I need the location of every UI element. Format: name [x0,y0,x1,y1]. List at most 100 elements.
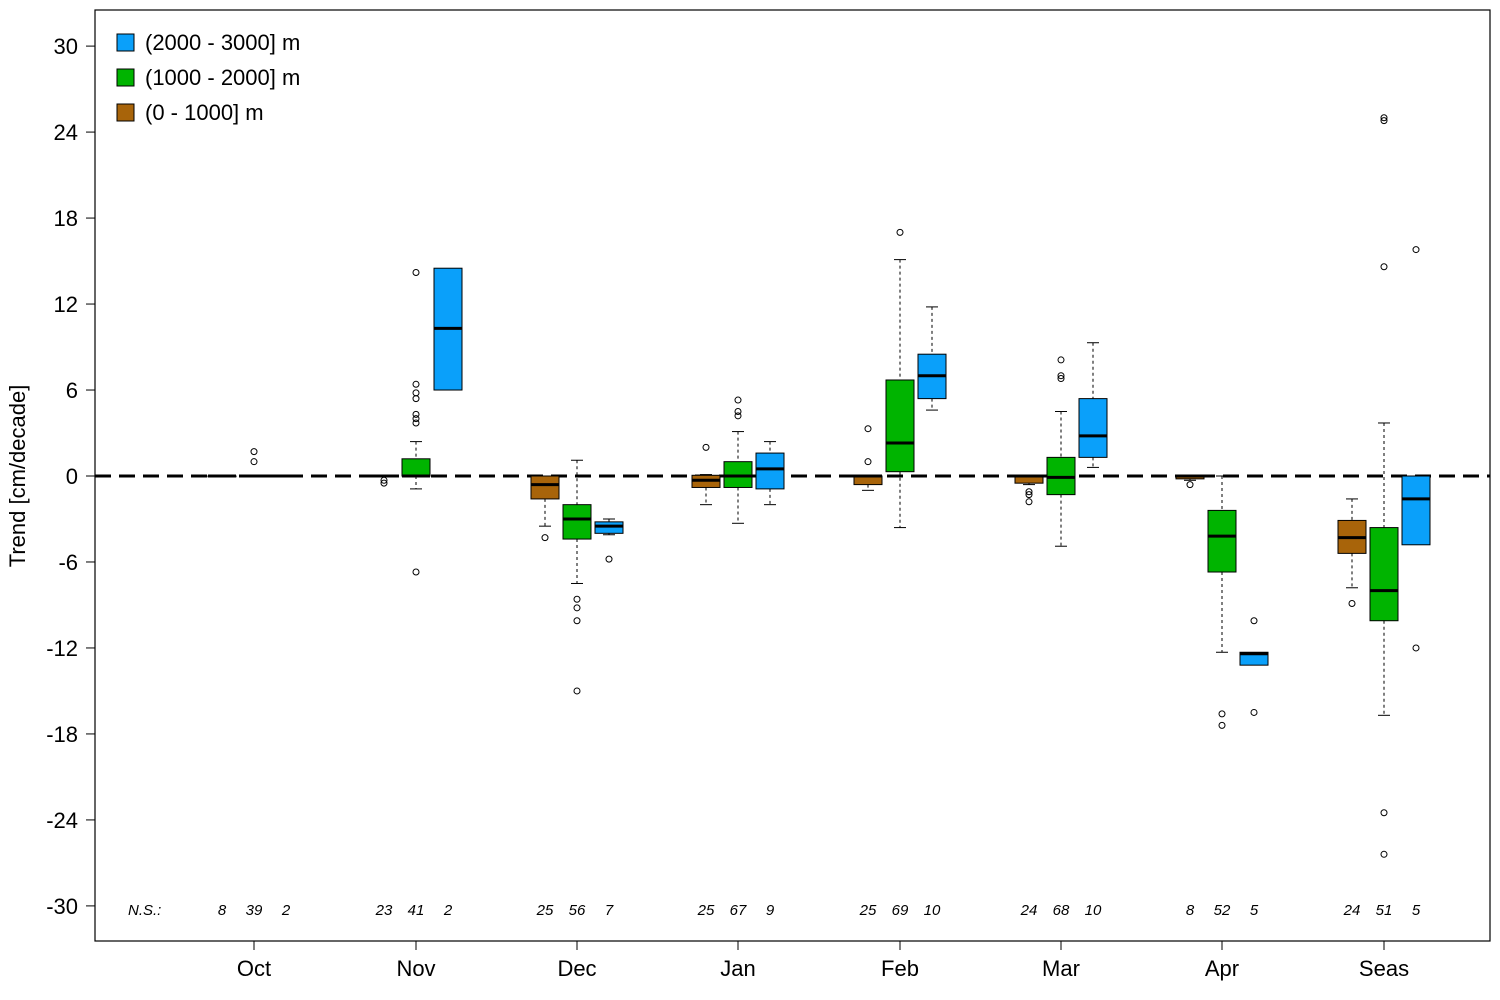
box-group [271,474,301,478]
box-group [1207,475,1237,729]
ns-label: N.S.: [128,902,161,919]
y-tick-label: -12 [46,636,78,661]
outlier-point [1057,372,1065,380]
y-axis: 30 24 18 12 6 0 -6 -12 -18 -24 -30 [46,34,96,919]
ns-count: 10 [1085,902,1102,919]
outlier-point [380,479,388,487]
outlier-point [864,458,872,466]
ns-count: 68 [1053,902,1070,919]
ns-count: 8 [218,902,227,919]
outlier-point [412,395,420,403]
box-group [562,459,592,695]
outlier-point [412,415,420,423]
ns-count: 23 [375,902,393,919]
outlier-point [1250,617,1258,625]
outlier-point [573,604,581,612]
x-axis: Oct Nov Dec Jan Feb Mar Apr Seas [237,941,1409,981]
y-tick-label: -6 [58,550,78,575]
outlier-point [896,228,904,236]
outlier-point [1218,721,1226,729]
y-tick-label: -30 [46,894,78,919]
outlier-point [250,458,258,466]
outlier-point [1380,850,1388,858]
outlier-point [412,389,420,397]
y-axis-title: Trend [cm/decade] [5,385,30,568]
ns-count: 41 [408,902,425,919]
box-iqr [562,504,592,540]
legend-label: (2000 - 3000] m [145,30,300,55]
ns-count: 2 [443,902,453,919]
box-iqr [755,452,785,490]
ns-count: 5 [1250,902,1259,919]
ns-count: 7 [605,902,614,919]
box-group [885,228,915,529]
box-layer [207,114,1431,858]
ns-count: 39 [246,902,263,919]
box-group [530,475,560,542]
outlier-point [573,687,581,695]
ns-count: 51 [1376,902,1393,919]
box-iqr [1401,475,1431,546]
outlier-point [412,410,420,418]
ns-count: 56 [569,902,586,919]
outlier-point [1057,375,1065,383]
ns-count: 5 [1412,902,1421,919]
outlier-point [1025,491,1033,499]
outlier-point [702,443,710,451]
outlier-point [573,617,581,625]
ns-count: 25 [536,902,554,919]
box-group [755,441,785,506]
ns-count: 24 [1343,902,1361,919]
box-iqr [1078,398,1108,458]
outlier-point [412,568,420,576]
outlier-point [1380,263,1388,271]
x-tick-label: Apr [1205,956,1239,981]
ns-count: 9 [766,902,775,919]
outlier-point [250,448,258,456]
x-tick-label: Jan [720,956,755,981]
box-group [691,443,721,506]
y-tick-label: 24 [54,120,78,145]
box-group [1046,356,1076,547]
box-group [723,396,753,524]
legend-swatch [116,103,135,122]
box-group [1078,342,1108,468]
outlier-point [541,534,549,542]
ns-count: 10 [924,902,941,919]
box-group [1401,246,1431,652]
y-tick-label: 6 [66,378,78,403]
outlier-point [734,412,742,420]
outlier-point [1412,644,1420,652]
outlier-point [1348,600,1356,608]
outlier-point [734,396,742,404]
x-tick-label: Mar [1042,956,1080,981]
legend-label: (0 - 1000] m [145,100,264,125]
legend-swatch [116,68,135,87]
outlier-point [864,425,872,433]
ns-count-row: 8 23 25 25 25 24 8 24 39 41 56 67 69 68 52 51 2 2 7 9 10 10 5 5… [128,902,1421,919]
box-group [1369,114,1399,858]
outlier-point [573,595,581,603]
y-tick-label: 18 [54,206,78,231]
box-group [401,269,431,576]
outlier-point [1025,498,1033,506]
outlier-point [1057,356,1065,364]
outlier-point [412,380,420,388]
outlier-point [1380,117,1388,125]
box-group [594,518,624,563]
outlier-point [1380,114,1388,122]
outlier-point [1186,481,1194,489]
box-group [1175,474,1205,489]
y-tick-label: -24 [46,808,78,833]
y-tick-label: 12 [54,292,78,317]
box-iqr [885,379,915,473]
box-group [369,474,399,487]
box-group [239,448,269,478]
x-tick-label: Nov [396,956,435,981]
ns-count: 24 [1020,902,1038,919]
outlier-point [734,408,742,416]
ns-count: 52 [1214,902,1231,919]
outlier-point [380,476,388,484]
x-tick-label: Feb [881,956,919,981]
